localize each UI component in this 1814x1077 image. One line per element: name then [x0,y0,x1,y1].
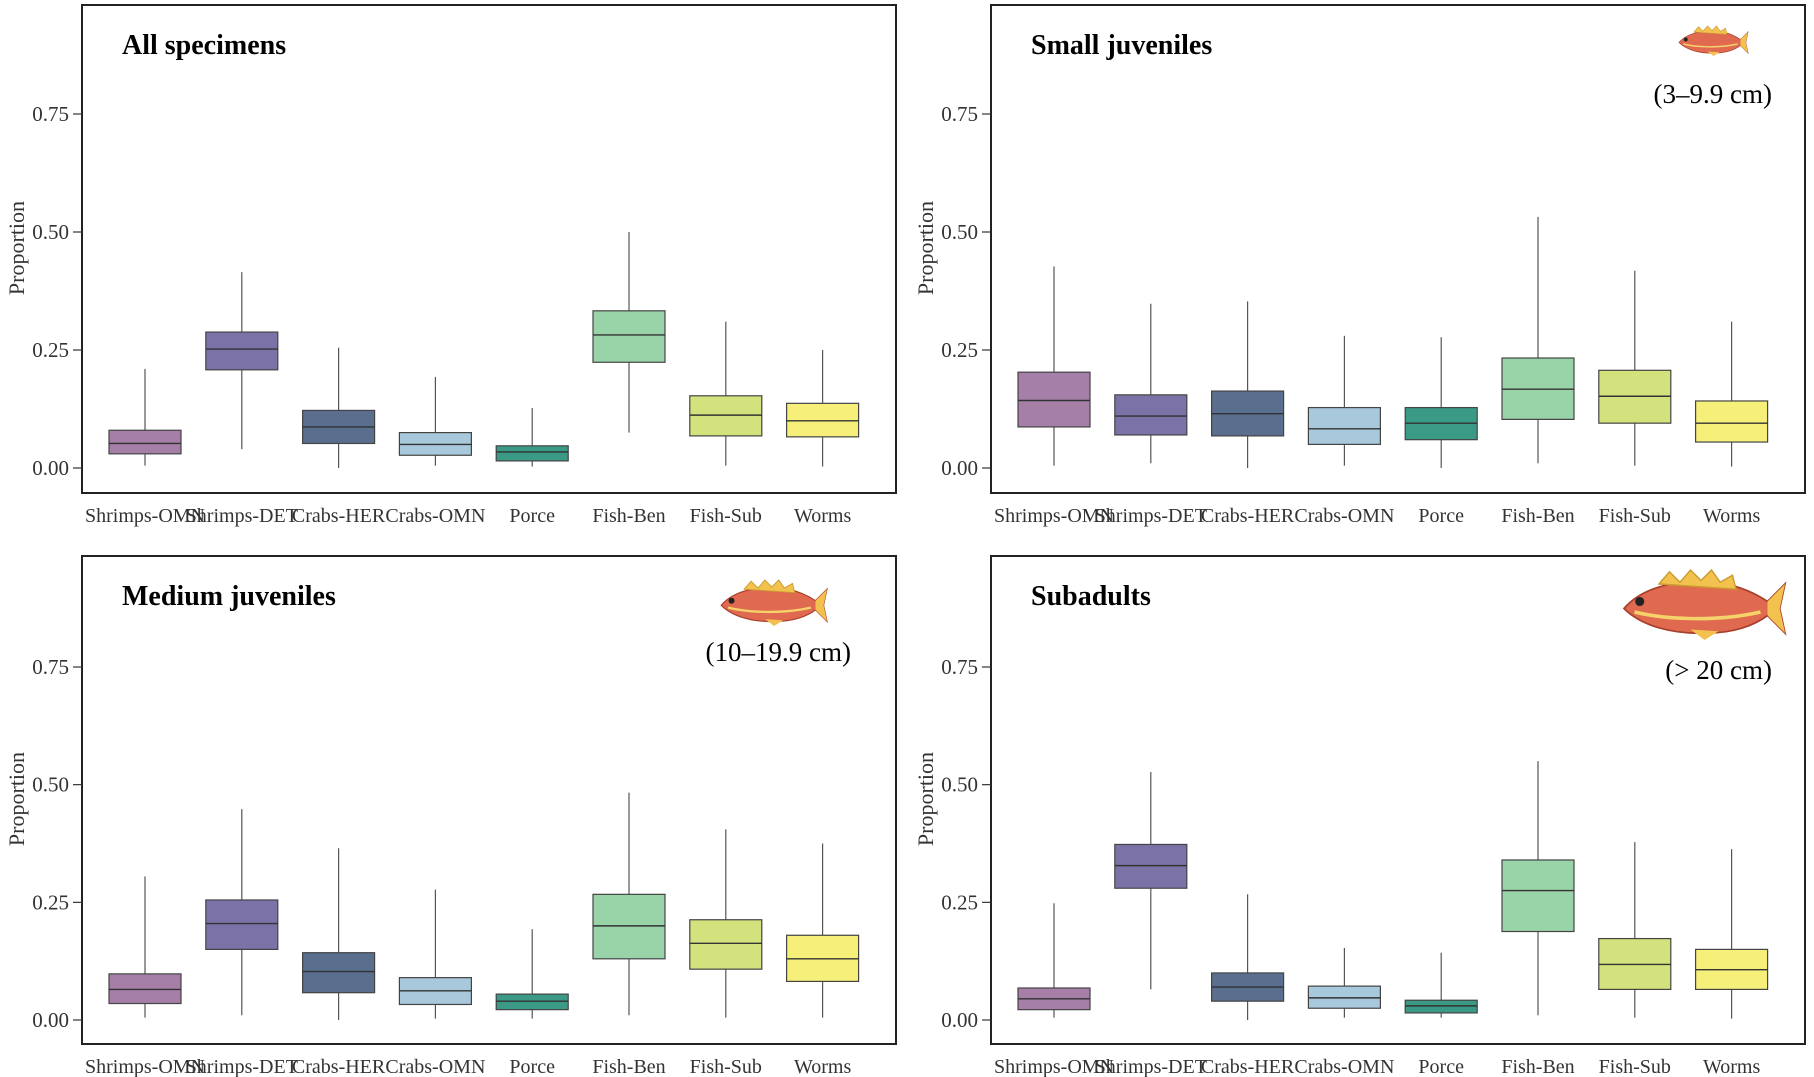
y-tick-label: 0.25 [32,338,69,362]
panel-subadults: Subadults (> 20 cm) Proportion 0.00 0.25 0… [913,555,1806,1077]
panel-small-juveniles: Small juveniles (3–9.9 cm) Proportion 0.… [913,4,1806,527]
plot-area: 0.000.250.500.75Shrimps-OMNShrimps-DETCr… [32,655,860,1077]
y-axis-label: Proportion [913,201,938,295]
panel-medium-juveniles: Medium juveniles (10–19.9 cm) Proportion… [4,555,897,1077]
box-shrimps-det [1114,394,1188,436]
x-category-label: Crabs-HER [1201,1056,1295,1077]
y-tick-label: 0.50 [941,220,978,244]
x-category-label: Shrimps-OMN [85,1056,205,1077]
x-category-label: Crabs-OMN [385,505,485,527]
x-category-label: Shrimps-DET [1095,505,1207,527]
box-shrimps-omn [108,973,182,1005]
panel-all-specimens: All specimens Proportion 0.00 0.25 0.50 0.7… [4,4,897,527]
y-tick-label: 0.50 [941,773,978,797]
box-fish-ben [1501,859,1575,933]
panel-frame [81,4,897,494]
x-category-label: Fish-Ben [592,1056,665,1077]
medium-fish-icon [720,578,829,628]
panel-frame [81,555,897,1045]
size-range-label: (> 20 cm) [1665,655,1772,685]
x-category-label: Fish-Ben [1501,505,1574,527]
y-tick-label: 0.25 [941,338,978,362]
box-worms [785,402,860,438]
x-category-label: Crabs-HER [292,505,386,527]
box-fish-sub [689,919,763,970]
y-tick-label: 0.00 [941,456,978,480]
box-crabs-omn [1307,985,1382,1009]
x-category-label: Porce [1418,505,1464,527]
box-shrimps-det [1114,843,1188,889]
y-tick-label: 0.50 [32,220,69,244]
x-category-label: Crabs-HER [292,1056,386,1077]
y-axis-label: Proportion [4,201,29,295]
x-category-label: Fish-Ben [592,505,665,527]
box-porce [495,993,569,1011]
panel-frame [990,555,1806,1045]
y-tick-label: 0.00 [941,1008,978,1032]
x-category-label: Porce [509,1056,555,1077]
panel-frame [990,4,1806,494]
y-tick-label: 0.75 [32,102,69,126]
box-shrimps-omn [108,429,182,455]
x-category-label: Crabs-HER [1201,505,1295,527]
x-category-label: Shrimps-DET [186,1056,298,1077]
size-range-label: (10–19.9 cm) [706,637,851,667]
box-shrimps-det [205,331,279,371]
x-category-label: Shrimps-OMN [994,505,1114,527]
x-category-label: Fish-Ben [1501,1056,1574,1077]
large-fish-icon [1622,568,1787,642]
box-shrimps-omn [1017,371,1091,428]
x-category-label: Shrimps-DET [186,505,298,527]
x-category-label: Shrimps-OMN [85,505,205,527]
plot-area: 0.000.250.500.75Shrimps-OMNShrimps-DETCr… [941,102,1769,527]
x-category-label: Crabs-OMN [385,1056,485,1077]
x-category-label: Worms [794,1056,851,1077]
x-category-label: Worms [794,505,851,527]
x-category-label: Porce [509,505,555,527]
y-tick-label: 0.00 [32,1008,69,1032]
size-range-label: (3–9.9 cm) [1654,79,1772,109]
box-shrimps-det [205,899,279,950]
plot-area: 0.000.250.500.75Shrimps-OMNShrimps-DETCr… [32,102,860,527]
box-porce [1404,999,1478,1014]
y-tick-label: 0.00 [32,456,69,480]
x-category-label: Fish-Sub [690,505,762,527]
panel-title: Subadults [1031,581,1151,612]
y-tick-label: 0.25 [941,890,978,914]
x-category-label: Shrimps-OMN [994,1056,1114,1077]
panel-title: Medium juveniles [122,581,336,612]
x-category-label: Fish-Sub [1599,1056,1671,1077]
panel-title: Small juveniles [1031,30,1212,61]
box-porce [495,445,569,462]
small-fish-icon [1678,25,1749,57]
x-category-label: Worms [1703,1056,1760,1077]
box-worms [1694,400,1769,443]
x-category-label: Porce [1418,1056,1464,1077]
y-tick-label: 0.25 [32,890,69,914]
x-category-label: Crabs-OMN [1294,505,1394,527]
x-category-label: Crabs-OMN [1294,1056,1394,1077]
y-axis-label: Proportion [4,752,29,846]
y-tick-label: 0.50 [32,773,69,797]
x-category-label: Fish-Sub [690,1056,762,1077]
y-tick-label: 0.75 [941,102,978,126]
box-fish-ben [592,893,666,960]
box-crabs-omn [1307,406,1382,446]
panel-title: All specimens [122,30,286,61]
y-axis-label: Proportion [913,752,938,846]
x-category-label: Fish-Sub [1599,505,1671,527]
y-tick-label: 0.75 [941,655,978,679]
plot-area: 0.000.250.500.75Shrimps-OMNShrimps-DETCr… [941,655,1769,1077]
x-category-label: Worms [1703,505,1760,527]
box-crabs-her [302,952,376,994]
box-fish-ben [592,310,666,363]
x-category-label: Shrimps-DET [1095,1056,1207,1077]
box-fish-sub [689,395,763,437]
y-tick-label: 0.75 [32,655,69,679]
